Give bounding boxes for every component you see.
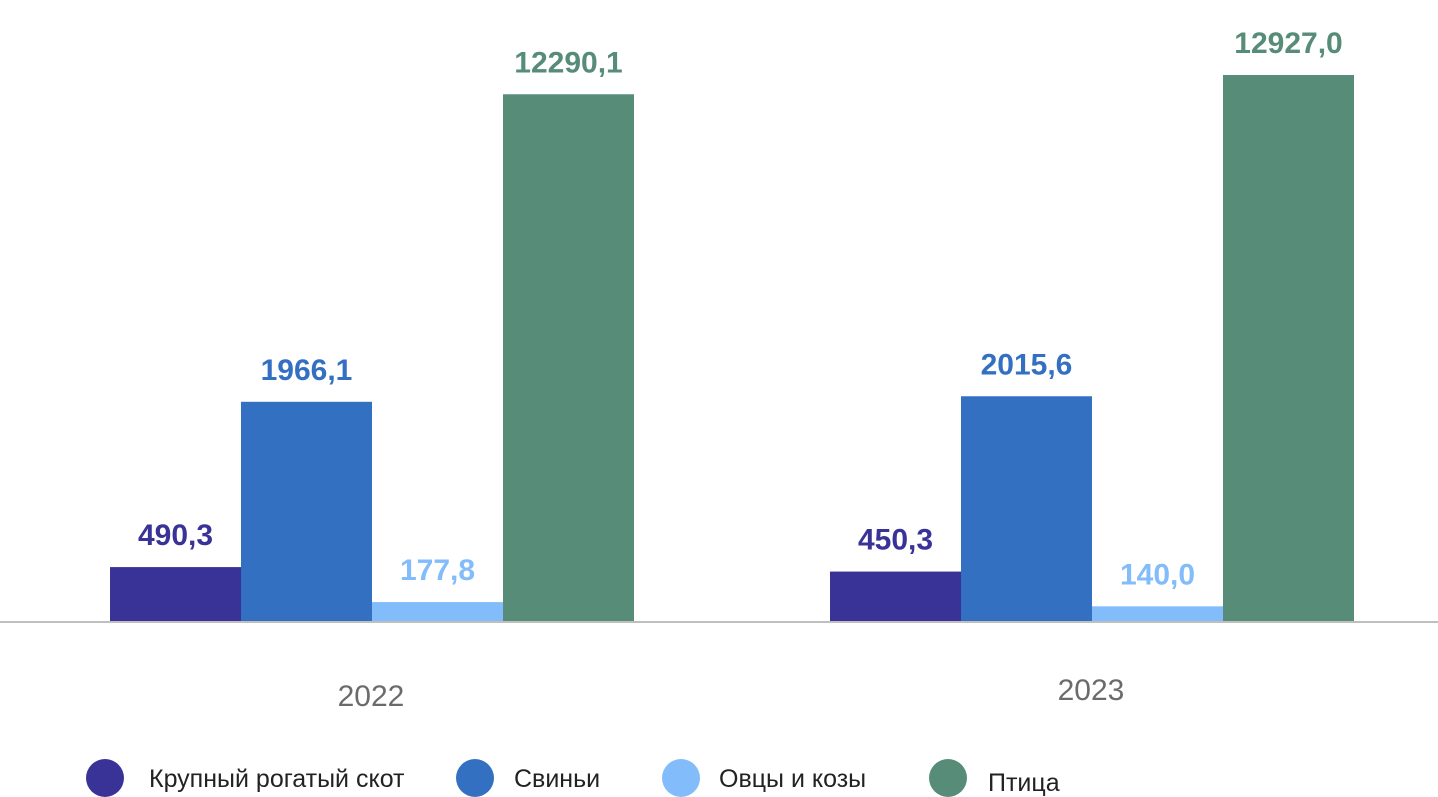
- data-label-poultry-2022: 12290,1: [514, 46, 622, 79]
- data-label-sheep-goats-2023: 140,0: [1120, 558, 1195, 591]
- bar-pigs-2023: [961, 396, 1092, 622]
- data-label-sheep-goats-2022: 177,8: [400, 554, 475, 587]
- bar-pigs-2022: [241, 401, 372, 622]
- data-label-cattle-2022: 490,3: [138, 519, 213, 552]
- legend-marker-sheep-goats: [662, 759, 700, 797]
- data-label-pigs-2022: 1966,1: [261, 354, 353, 387]
- bar-poultry-2023: [1223, 75, 1354, 622]
- value-labels-group: 490,3 1966,1 177,8 12290,1 450,3 2015,6 140,0 1…: [138, 27, 1343, 591]
- bar-cattle-2022: [110, 567, 241, 622]
- legend: Крупный рогатый скот Свиньи Овцы и козы Пти…: [86, 759, 1060, 797]
- bar-sheep-goats-2023: [1092, 606, 1223, 622]
- category-label-2022: 2022: [338, 680, 405, 713]
- bar-sheep-goats-2022: [372, 602, 503, 622]
- legend-label-pigs: Свиньи: [514, 765, 600, 793]
- legend-marker-cattle: [86, 759, 124, 797]
- legend-marker-pigs: [456, 759, 494, 797]
- data-label-pigs-2023: 2015,6: [981, 348, 1073, 381]
- category-labels-group: 2022 2023: [338, 674, 1125, 713]
- legend-label-sheep-goats: Овцы и козы: [719, 765, 866, 793]
- category-label-2023: 2023: [1058, 674, 1125, 707]
- legend-marker-poultry: [929, 759, 967, 797]
- legend-label-poultry: Птица: [988, 769, 1060, 797]
- bar-poultry-2022: [503, 94, 634, 623]
- bars-group: [110, 75, 1354, 623]
- data-label-poultry-2023: 12927,0: [1234, 27, 1342, 60]
- data-label-cattle-2023: 450,3: [858, 524, 933, 557]
- legend-label-cattle: Крупный рогатый скот: [149, 765, 405, 793]
- bar-cattle-2023: [830, 571, 961, 622]
